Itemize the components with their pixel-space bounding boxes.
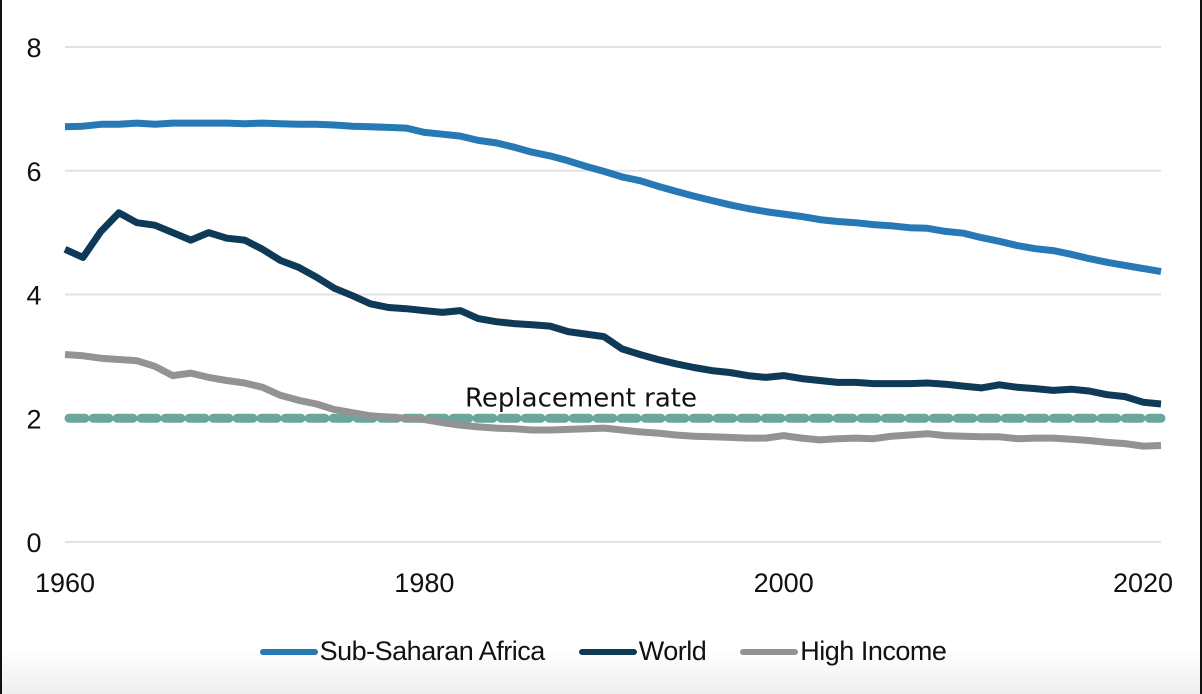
legend: Sub-Saharan Africa World High Income xyxy=(2,636,1202,667)
y-tick-label: 8 xyxy=(26,33,41,63)
legend-swatch-high-income xyxy=(740,648,799,655)
series-line-high-income xyxy=(64,351,1162,450)
x-tick-label: 1980 xyxy=(394,568,454,598)
legend-swatch-world xyxy=(578,648,637,655)
legend-swatch-sub-saharan-africa xyxy=(259,648,318,655)
legend-label: World xyxy=(638,636,707,666)
legend-item-high-income: High Income xyxy=(740,636,947,667)
x-tick-label: 2000 xyxy=(754,568,814,598)
y-tick-label: 2 xyxy=(26,404,41,434)
x-tick-label: 2020 xyxy=(1113,568,1173,598)
series-line-sub-saharan-africa xyxy=(64,119,1162,276)
series-lines xyxy=(63,119,1162,450)
y-tick-label: 6 xyxy=(26,157,41,187)
series-line-world xyxy=(63,209,1162,408)
x-axis-ticks: 1960 1980 2000 2020 xyxy=(35,568,1173,598)
legend-item-world: World xyxy=(578,636,707,667)
y-tick-label: 0 xyxy=(26,528,41,558)
legend-label: High Income xyxy=(800,636,947,666)
legend-label: Sub-Saharan Africa xyxy=(319,636,546,666)
y-axis-ticks: 0 2 4 6 8 xyxy=(26,33,41,558)
x-tick-label: 1960 xyxy=(35,568,95,598)
y-tick-label: 4 xyxy=(26,281,41,311)
legend-item-sub-saharan-africa: Sub-Saharan Africa xyxy=(259,636,546,667)
replacement-rate-annotation: Replacement rate xyxy=(465,383,697,413)
